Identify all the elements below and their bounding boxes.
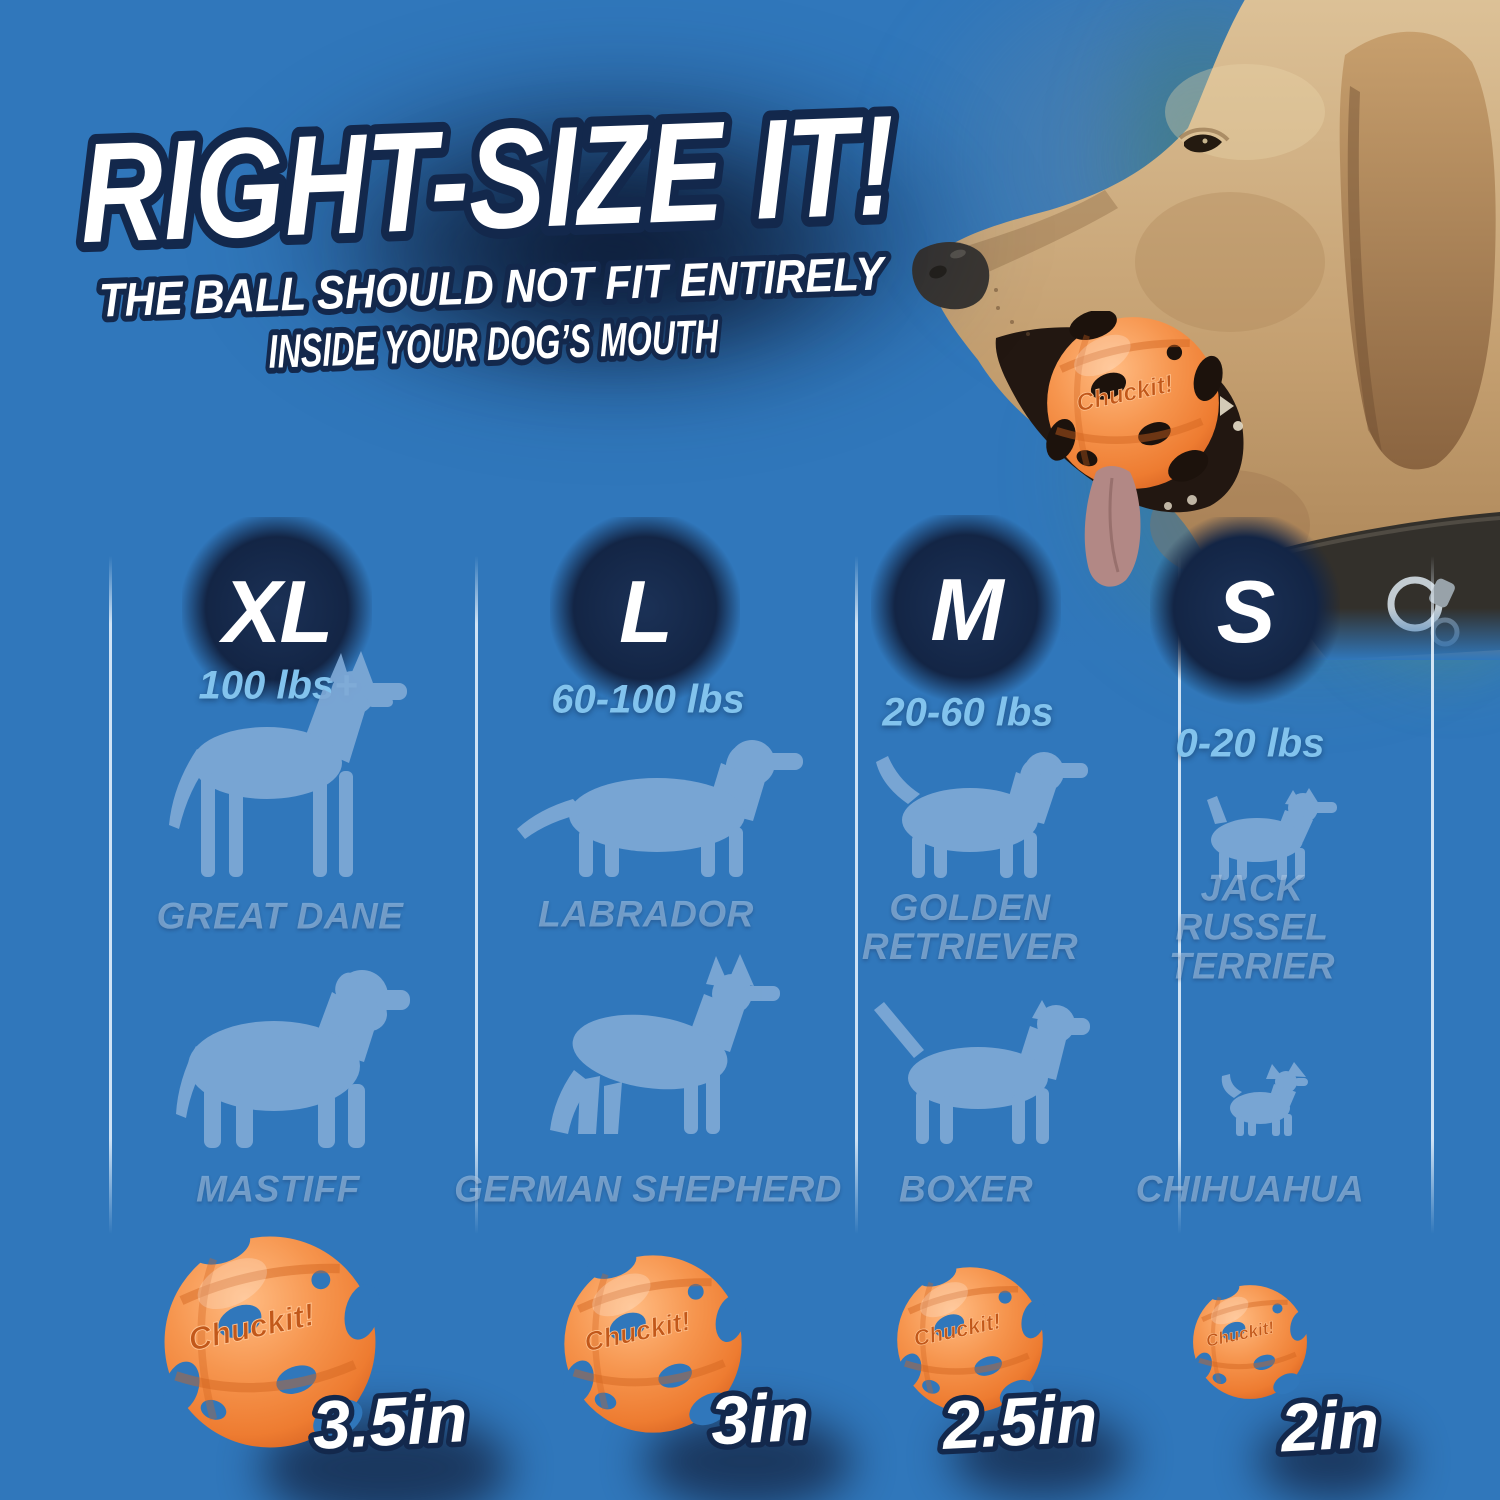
size-badge-label: S (1216, 562, 1276, 661)
size-badge-label: XL (222, 562, 333, 661)
column-divider (1431, 556, 1434, 1234)
ball-size-label-m: 2.5in (933, 1374, 1105, 1469)
product-ball-xl: Chuckit! (157, 1229, 383, 1455)
tongue (1084, 466, 1141, 587)
ball-in-mouth: Chuckit! (1041, 304, 1227, 489)
svg-text:3.5in: 3.5in (311, 1380, 470, 1464)
svg-text:2.5in: 2.5in (939, 1380, 1100, 1464)
boxer-silhouette (874, 1000, 1090, 1144)
product-ball-s: Chuckit! (1189, 1281, 1311, 1403)
ball-size-label-l: 3in (703, 1373, 816, 1465)
dog-ear (1339, 31, 1496, 470)
tooth (1233, 421, 1243, 431)
ball-size-label-s: 2in (1271, 1380, 1386, 1472)
product-ball-m: Chuckit! (892, 1262, 1048, 1418)
column-divider (475, 556, 478, 1234)
ball-shadow (1257, 1420, 1407, 1500)
leash-clip (1429, 578, 1455, 608)
size-badge-label: L (619, 562, 673, 661)
breed-label-chihuahua: CHIHUAHUA (1135, 1168, 1365, 1210)
size-badge-l: L (550, 517, 740, 707)
weight-range-l: 60-100 lbs (551, 677, 745, 722)
tooth (1220, 396, 1234, 416)
size-badge-s: S (1150, 517, 1340, 707)
mastiff-silhouette (176, 970, 410, 1148)
jack-russel-silhouette (1207, 788, 1337, 880)
column-divider (1178, 556, 1181, 1234)
weight-range-s: 0-20 lbs (1175, 721, 1325, 766)
tooth (1187, 495, 1197, 505)
breed-label-jack-russel-terrier: JACK RUSSEL TERRIER (1169, 867, 1335, 987)
product-ball-l: Chuckit! (558, 1249, 748, 1439)
weight-range-m: 20-60 lbs (882, 690, 1054, 735)
column-divider (109, 556, 112, 1234)
headline-block: RIGHT-SIZE IT! THE BALL SHOULD NOT FIT E… (68, 76, 908, 384)
page-title: RIGHT-SIZE IT! (78, 86, 898, 273)
breed-label-labrador: LABRADOR (538, 893, 754, 935)
german-shepherd-silhouette (550, 954, 780, 1134)
labrador-silhouette (517, 740, 803, 877)
ball-shadow (950, 1413, 1130, 1498)
column-divider (855, 556, 858, 1234)
svg-text:2in: 2in (1277, 1385, 1381, 1466)
golden-retriever-silhouette (876, 752, 1088, 878)
eye (1184, 134, 1222, 153)
size-badge-label: M (930, 560, 1003, 659)
ball-size-label-xl: 3.5in (305, 1374, 475, 1469)
svg-text:3in: 3in (709, 1378, 811, 1459)
breed-label-golden-retriever: GOLDEN RETRIEVER (861, 887, 1079, 967)
subtitle-line-2: INSIDE YOUR DOG’S MOUTH (267, 309, 719, 378)
breed-label-mastiff: MASTIFF (196, 1168, 360, 1210)
breed-label-boxer: BOXER (898, 1168, 1034, 1210)
chihuahua-silhouette (1221, 1062, 1308, 1136)
great-dane-silhouette (169, 651, 407, 877)
breed-label-german-shepherd: GERMAN SHEPHERD (454, 1168, 842, 1210)
breed-label-great-dane: GREAT DANE (156, 895, 404, 937)
size-badge-m: M (871, 515, 1061, 705)
tooth (1164, 502, 1172, 510)
